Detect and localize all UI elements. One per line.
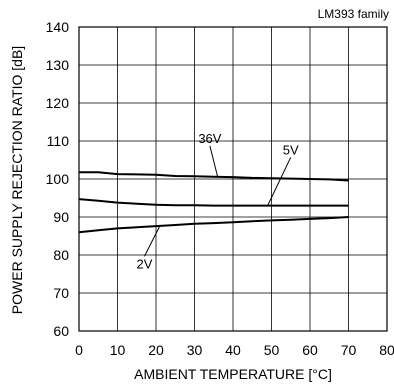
x-tick-label: 70 xyxy=(341,342,357,358)
annotation-leader-36v xyxy=(209,145,219,177)
y-axis-title: POWER SUPPLY REJECTION RATIO [dB] xyxy=(9,46,25,314)
series-line-2v xyxy=(78,216,349,234)
series-annotations: 36V 5V 2V xyxy=(136,131,299,271)
x-tick-labels: 0 10 20 30 40 50 60 70 80 xyxy=(75,342,394,358)
annotation-leader-5v xyxy=(267,157,292,206)
series-label-5v: 5V xyxy=(283,142,299,157)
y-tick-label: 140 xyxy=(46,19,70,35)
y-tick-labels: 60 70 80 90 100 110 120 130 140 xyxy=(46,19,70,339)
y-tick-label: 80 xyxy=(53,247,69,263)
x-tick-label: 20 xyxy=(148,342,164,358)
series-label-36v: 36V xyxy=(198,131,221,146)
y-tick-label: 90 xyxy=(53,209,69,225)
series-lines xyxy=(78,171,349,234)
y-tick-label: 110 xyxy=(47,133,70,149)
x-tick-label: 40 xyxy=(225,342,241,358)
y-tick-label: 70 xyxy=(53,285,69,301)
annotation-leader-2v xyxy=(144,225,161,257)
series-line-36v xyxy=(79,171,349,182)
x-tick-label: 50 xyxy=(264,342,280,358)
y-tick-label: 100 xyxy=(46,171,70,187)
family-label: LM393 family xyxy=(318,7,389,21)
y-tick-label: 60 xyxy=(53,323,69,339)
x-tick-label: 0 xyxy=(75,342,83,358)
x-tick-label: 30 xyxy=(187,342,203,358)
x-tick-label: 60 xyxy=(302,342,318,358)
y-tick-label: 130 xyxy=(46,57,70,73)
plot-frame xyxy=(78,26,388,332)
x-tick-label: 10 xyxy=(110,342,126,358)
x-axis-title: AMBIENT TEMPERATURE [°C] xyxy=(134,366,332,382)
x-tick-label: 80 xyxy=(379,342,394,358)
series-label-2v: 2V xyxy=(136,256,152,271)
y-tick-label: 120 xyxy=(46,95,70,111)
series-line-5v xyxy=(78,198,349,207)
